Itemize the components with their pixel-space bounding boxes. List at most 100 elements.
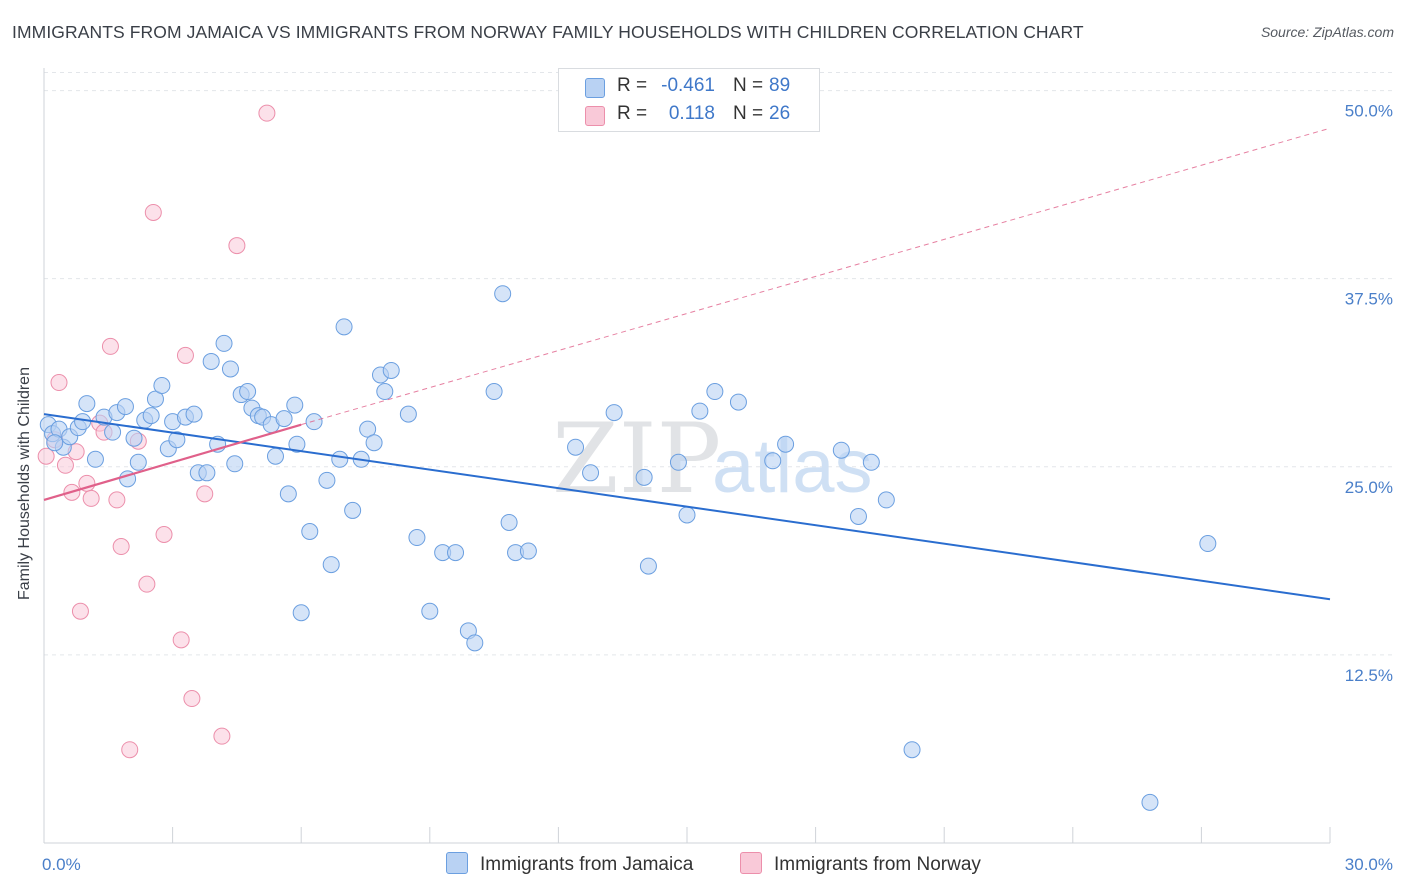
jamaica-point bbox=[266, 447, 284, 465]
norway-point bbox=[112, 538, 130, 556]
jamaica-point bbox=[678, 506, 696, 524]
jamaica-point bbox=[125, 429, 143, 447]
correlation-legend: R = -0.461 N = 89 R = 0.118 N = 26 bbox=[558, 68, 820, 132]
jamaica-point bbox=[849, 507, 867, 525]
jamaica-point bbox=[1141, 793, 1159, 811]
norway-point bbox=[138, 575, 156, 593]
jamaica-point bbox=[288, 435, 306, 453]
y-tick-labels: 12.5% 25.0% 37.5% 50.0% bbox=[1345, 102, 1393, 685]
jamaica-swatch bbox=[585, 78, 605, 98]
jamaica-point bbox=[221, 360, 239, 378]
jamaica-point bbox=[691, 402, 709, 420]
x-tick-labels: 0.0% 30.0% bbox=[42, 855, 1393, 874]
y-tick-label: 50.0% bbox=[1345, 102, 1393, 121]
trend-lines bbox=[43, 127, 1331, 601]
jamaica-point bbox=[301, 522, 319, 540]
jamaica-point bbox=[46, 434, 64, 452]
norway-point bbox=[37, 447, 55, 465]
norway-point bbox=[56, 456, 74, 474]
norway-r-value: 0.118 bbox=[668, 103, 715, 124]
watermark-zip: ZIP bbox=[552, 403, 721, 515]
jamaica-point bbox=[202, 352, 220, 370]
x-tick-label: 30.0% bbox=[1345, 855, 1393, 874]
norway-point bbox=[183, 690, 201, 708]
jamaica-point bbox=[764, 452, 782, 470]
jamaica-point bbox=[239, 383, 257, 401]
x-tick-label: 0.0% bbox=[42, 855, 81, 874]
legend-item-jamaica: Immigrants from Jamaica bbox=[446, 852, 693, 876]
jamaica-point bbox=[305, 413, 323, 431]
norway-trend-line bbox=[43, 423, 302, 501]
jamaica-trend-line bbox=[43, 413, 1331, 601]
norway-point bbox=[121, 741, 139, 759]
jamaica-point bbox=[519, 542, 537, 560]
jamaica-point bbox=[226, 455, 244, 473]
legend-item-norway: Immigrants from Norway bbox=[740, 852, 981, 876]
jamaica-point bbox=[331, 450, 349, 468]
norway-legend-label: Immigrants from Norway bbox=[774, 854, 981, 875]
jamaica-r-label: R = bbox=[617, 75, 648, 96]
jamaica-point bbox=[215, 334, 233, 352]
jamaica-point bbox=[706, 383, 724, 401]
jamaica-point bbox=[292, 604, 310, 622]
jamaica-point bbox=[729, 393, 747, 411]
jamaica-point bbox=[335, 318, 353, 336]
norway-point bbox=[228, 237, 246, 255]
jamaica-point bbox=[832, 441, 850, 459]
jamaica-r-value: -0.461 bbox=[661, 75, 715, 96]
jamaica-point bbox=[466, 634, 484, 652]
norway-point bbox=[50, 374, 68, 392]
norway-point bbox=[176, 346, 194, 364]
jamaica-point bbox=[903, 741, 921, 759]
jamaica-point bbox=[322, 556, 340, 574]
jamaica-point bbox=[877, 491, 895, 509]
jamaica-point bbox=[116, 398, 134, 416]
jamaica-point bbox=[399, 405, 417, 423]
jamaica-point bbox=[168, 431, 186, 449]
jamaica-point bbox=[344, 501, 362, 519]
jamaica-point bbox=[639, 557, 657, 575]
norway-point bbox=[172, 631, 190, 649]
norway-point bbox=[258, 104, 276, 122]
jamaica-points bbox=[39, 285, 1217, 811]
watermark-atlas: atlas bbox=[712, 424, 873, 509]
y-tick-label: 37.5% bbox=[1345, 290, 1393, 309]
jamaica-point bbox=[142, 407, 160, 425]
jamaica-point bbox=[198, 464, 216, 482]
norway-point bbox=[196, 485, 214, 503]
norway-point bbox=[155, 526, 173, 544]
norway-swatch bbox=[585, 106, 605, 126]
jamaica-point bbox=[365, 434, 383, 452]
jamaica-point bbox=[286, 396, 304, 414]
jamaica-point bbox=[275, 410, 293, 428]
jamaica-point bbox=[382, 361, 400, 379]
jamaica-point bbox=[567, 438, 585, 456]
jamaica-point bbox=[669, 453, 687, 471]
jamaica-point bbox=[74, 413, 92, 431]
jamaica-point bbox=[582, 464, 600, 482]
jamaica-legend-label: Immigrants from Jamaica bbox=[480, 854, 694, 875]
jamaica-n-label: N = bbox=[733, 75, 764, 96]
jamaica-point bbox=[279, 485, 297, 503]
norway-point bbox=[71, 602, 89, 620]
jamaica-legend-swatch bbox=[446, 852, 468, 874]
y-tick-label: 25.0% bbox=[1345, 478, 1393, 497]
watermark: ZIP atlas bbox=[552, 403, 873, 515]
norway-point bbox=[213, 727, 231, 745]
jamaica-point bbox=[1199, 535, 1217, 553]
jamaica-point bbox=[605, 404, 623, 422]
jamaica-point bbox=[862, 453, 880, 471]
norway-n-label: N = bbox=[733, 103, 764, 124]
grid-lines bbox=[44, 72, 1392, 656]
norway-r-label: R = bbox=[617, 103, 648, 124]
jamaica-point bbox=[129, 453, 147, 471]
jamaica-point bbox=[421, 602, 439, 620]
jamaica-point bbox=[485, 383, 503, 401]
norway-point bbox=[108, 491, 126, 509]
jamaica-point bbox=[500, 513, 518, 531]
y-tick-label: 12.5% bbox=[1345, 666, 1393, 685]
jamaica-point bbox=[104, 423, 122, 441]
source-credit: Source: ZipAtlas.com bbox=[1260, 24, 1394, 40]
jamaica-point bbox=[86, 450, 104, 468]
